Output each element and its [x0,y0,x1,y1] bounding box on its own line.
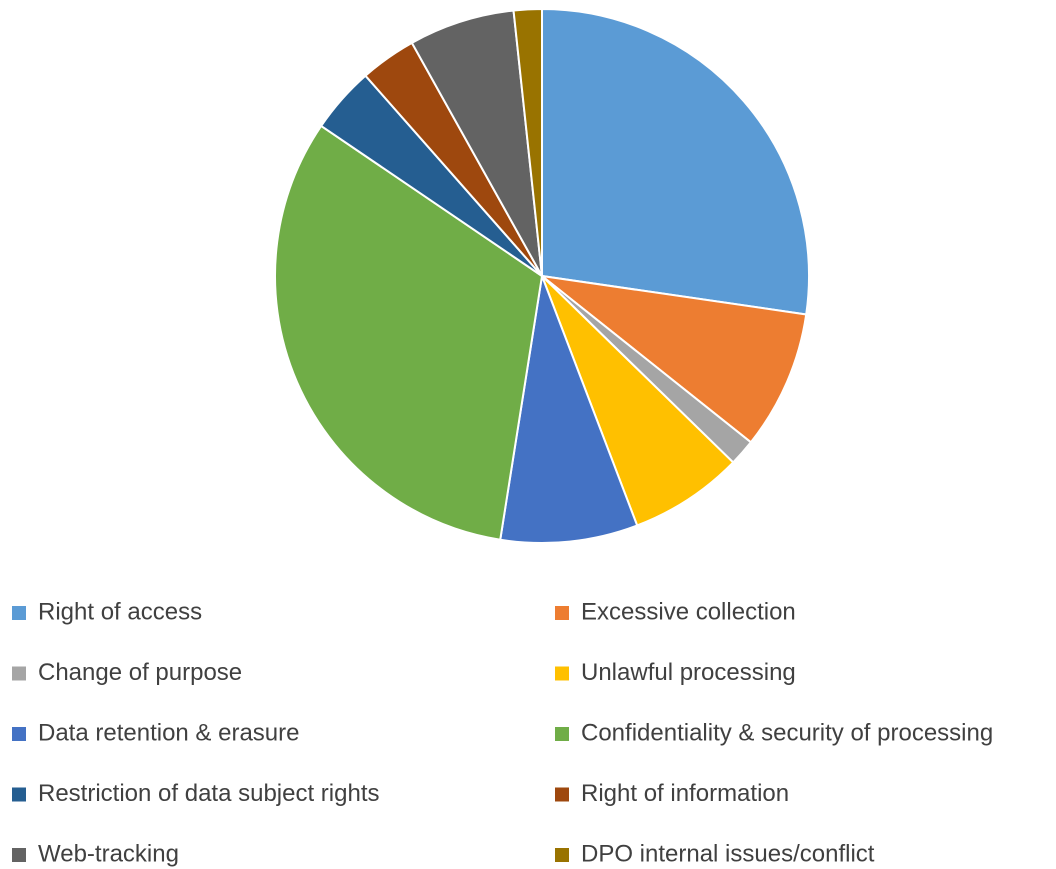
pie-slice [541,7,810,316]
pie-slice [512,7,543,277]
legend-swatch [12,606,26,620]
pie-slice [541,275,735,527]
legend-label: Right of access [38,598,202,625]
legend-swatch [12,787,26,802]
pie-slice [538,274,808,444]
pie-slice [499,272,639,544]
legend-swatch [12,666,26,681]
legend-swatch [555,727,569,741]
legend-swatch [12,727,26,741]
legend-swatch [555,848,569,862]
legend-label: Confidentiality & security of processing [581,719,993,746]
legend-swatch [555,787,569,802]
legend-label: Unlawful processing [581,659,796,686]
legend-label: Right of information [581,780,789,807]
legend-swatch [555,666,569,681]
legend-label: Restriction of data subject rights [38,780,380,807]
pie-slice [274,124,544,541]
legend-label: Data retention & erasure [38,719,299,746]
legend-swatch [555,606,569,620]
legend-swatch [12,848,26,862]
legend-label: Web-tracking [38,840,179,867]
legend-label: Change of purpose [38,659,242,686]
legend-label: DPO internal issues/conflict [581,840,875,867]
legend-label: Excessive collection [581,598,796,625]
